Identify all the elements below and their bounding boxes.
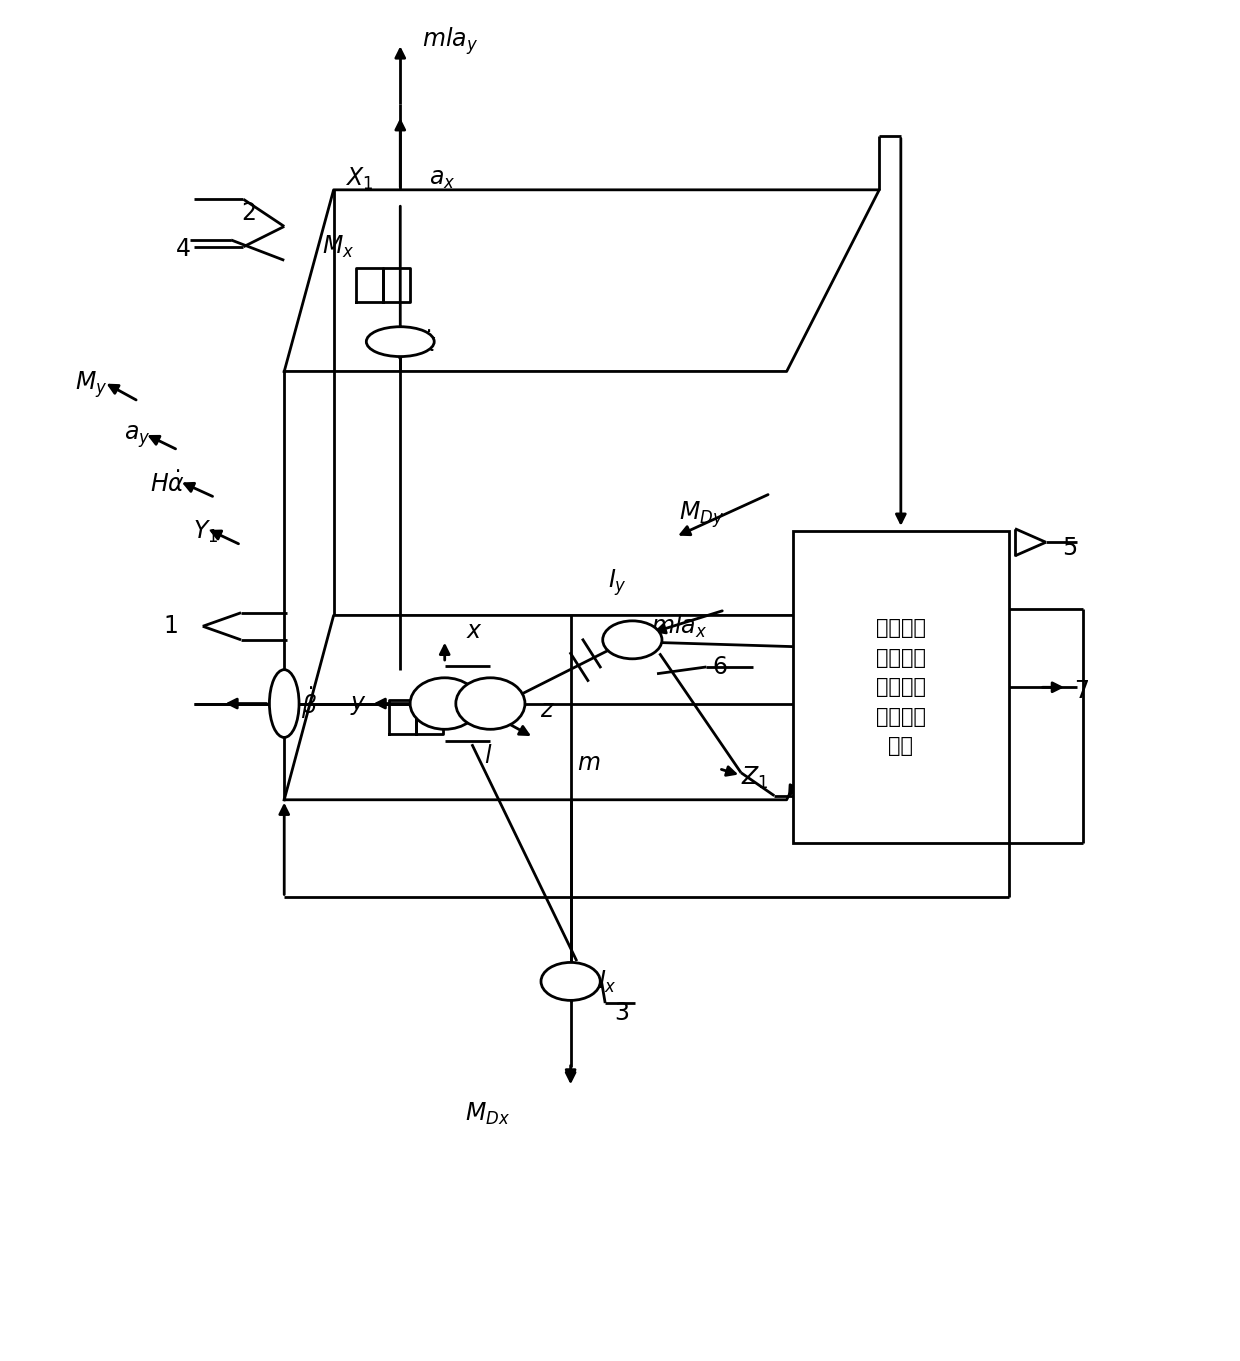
Text: $M_{Dx}$: $M_{Dx}$ — [465, 1101, 511, 1127]
Text: $M_y$: $M_y$ — [76, 370, 108, 400]
Text: $O$: $O$ — [419, 694, 438, 713]
Text: $mla_y$: $mla_y$ — [423, 26, 479, 57]
Text: 5: 5 — [1061, 536, 1078, 559]
Ellipse shape — [456, 678, 525, 729]
Text: $z$: $z$ — [539, 698, 554, 723]
Ellipse shape — [603, 621, 662, 659]
Text: $x$: $x$ — [466, 618, 482, 642]
Bar — [792, 531, 1009, 844]
Text: $a_x$: $a_x$ — [429, 167, 455, 191]
Text: 6: 6 — [713, 655, 728, 679]
Ellipse shape — [410, 678, 480, 729]
Text: $Z_1$: $Z_1$ — [742, 765, 769, 791]
Text: 7: 7 — [1074, 679, 1089, 704]
Ellipse shape — [366, 327, 434, 357]
Text: 4: 4 — [175, 237, 191, 261]
Text: $y$: $y$ — [350, 693, 367, 717]
Text: $a_y$: $a_y$ — [124, 423, 151, 450]
Text: $I_x$: $I_x$ — [598, 968, 616, 995]
Ellipse shape — [541, 962, 600, 1000]
Ellipse shape — [269, 670, 299, 738]
Text: $Y_1$: $Y_1$ — [193, 519, 218, 544]
Text: $\dot{\beta}$: $\dot{\beta}$ — [301, 686, 317, 721]
Text: 1: 1 — [164, 614, 179, 638]
Text: $l$: $l$ — [484, 744, 492, 768]
Text: $m$: $m$ — [578, 751, 601, 774]
Text: $X_1$: $X_1$ — [345, 166, 373, 192]
Text: 3: 3 — [614, 1000, 629, 1025]
Text: 2: 2 — [241, 201, 255, 225]
Text: $mla_x$: $mla_x$ — [651, 612, 707, 640]
Text: $M_x$: $M_x$ — [322, 234, 355, 260]
Text: $H\dot{\alpha}$: $H\dot{\alpha}$ — [150, 471, 186, 497]
Text: 两轴一体
陀螺加速
度计解耦
伺服控制
回路: 两轴一体 陀螺加速 度计解耦 伺服控制 回路 — [875, 618, 926, 757]
Text: $\dot{\alpha}$: $\dot{\alpha}$ — [419, 332, 436, 357]
Text: $M_{Dy}$: $M_{Dy}$ — [680, 499, 724, 531]
Text: $I_y$: $I_y$ — [608, 568, 626, 599]
